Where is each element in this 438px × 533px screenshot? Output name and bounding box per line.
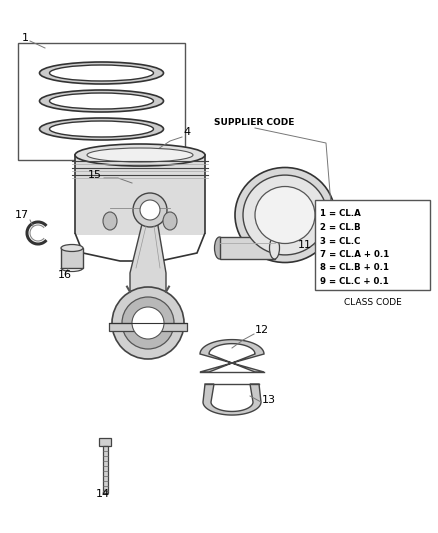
Bar [18,43,185,160]
Ellipse shape [39,118,163,140]
Ellipse shape [235,167,335,262]
Bar [99,438,111,446]
Circle shape [132,307,164,339]
Circle shape [140,200,160,220]
Bar [315,200,430,290]
Text: 2 = CL.B: 2 = CL.B [320,223,360,232]
Text: 8 = CL.B + 0.1: 8 = CL.B + 0.1 [320,263,389,272]
Text: 11: 11 [298,240,312,250]
Ellipse shape [243,175,327,255]
Text: 4: 4 [183,127,190,137]
Text: 1: 1 [22,33,29,43]
Ellipse shape [269,237,279,259]
Polygon shape [200,340,264,372]
Bar [328,212,334,215]
Polygon shape [109,323,187,331]
Bar [75,155,205,235]
Text: 14: 14 [96,489,110,499]
Text: 9 = CL.C + 0.1: 9 = CL.C + 0.1 [320,277,389,286]
Text: 16: 16 [58,270,72,280]
Ellipse shape [103,212,117,230]
Bar [61,248,83,268]
Ellipse shape [163,212,177,230]
Bar [328,206,334,210]
Text: 15: 15 [88,170,102,180]
Text: 17: 17 [15,210,29,220]
Ellipse shape [39,90,163,112]
Bar [328,216,334,220]
Ellipse shape [215,237,225,259]
Ellipse shape [75,144,205,166]
Circle shape [133,193,167,227]
Text: 12: 12 [255,325,269,335]
Text: 1 = CL.A: 1 = CL.A [320,209,361,219]
Ellipse shape [49,93,153,109]
Ellipse shape [255,187,315,244]
Circle shape [112,287,184,359]
Text: 13: 13 [262,395,276,405]
Text: SUPPLIER CODE: SUPPLIER CODE [214,118,294,127]
Ellipse shape [49,65,153,81]
Bar [219,237,275,259]
Text: 3 = CL.C: 3 = CL.C [320,237,360,246]
Polygon shape [130,210,166,308]
Text: CLASS CODE: CLASS CODE [344,298,401,307]
Ellipse shape [87,148,193,162]
Circle shape [122,297,174,349]
Ellipse shape [49,121,153,137]
Bar [102,446,107,493]
Text: 7 = CL.A + 0.1: 7 = CL.A + 0.1 [320,250,389,259]
Ellipse shape [61,245,83,252]
Polygon shape [203,384,261,415]
Ellipse shape [39,62,163,84]
